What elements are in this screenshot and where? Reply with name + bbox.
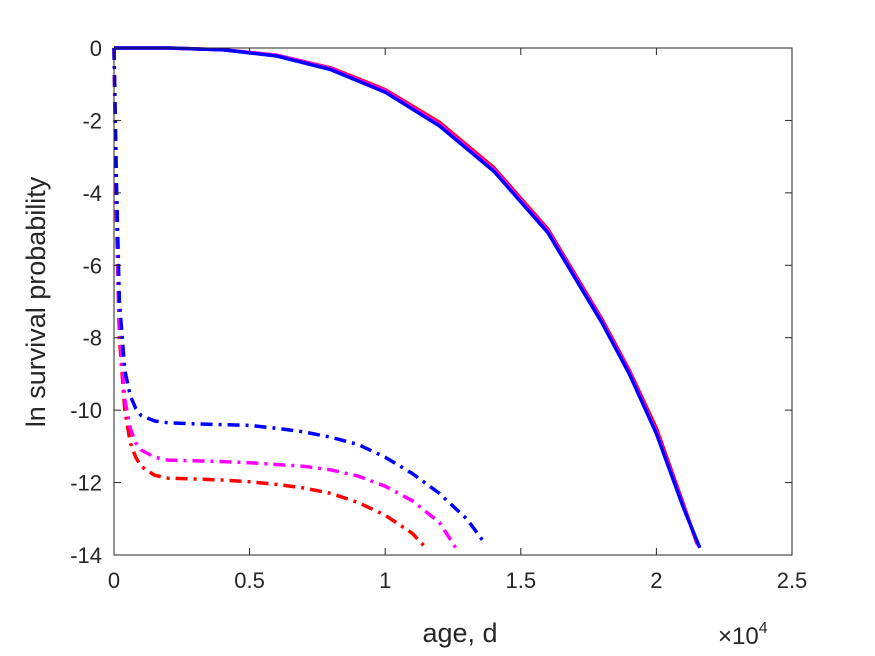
y-axis-label: ln survival probability xyxy=(21,176,51,427)
x-axis-exponent: ×104 xyxy=(718,620,768,650)
x-tick-label: 0.5 xyxy=(234,568,265,593)
series-line-5 xyxy=(112,47,458,549)
y-tick-label: -14 xyxy=(70,543,102,568)
series-line-2 xyxy=(114,46,701,547)
series-line-1 xyxy=(114,46,699,545)
tick-labels-layer: 0 0.5 1 1.5 2 2.5 0 -2 -4 -6 -8 -10 -12 -14 xyxy=(70,36,807,593)
x-tick-label: 0 xyxy=(108,568,120,593)
y-tick-label: -12 xyxy=(70,471,102,496)
y-tick-label: -10 xyxy=(70,398,102,423)
y-tick-label: -4 xyxy=(82,181,102,206)
x-tick-label: 2.5 xyxy=(777,568,808,593)
series-line-4 xyxy=(112,47,428,549)
x-axis-exponent-base: ×10 xyxy=(718,623,759,650)
y-tick-label: 0 xyxy=(90,36,102,61)
ticks-layer xyxy=(113,47,793,556)
x-axis-label: age, d xyxy=(422,618,497,648)
plot-frame xyxy=(113,47,793,556)
y-tick-label: -8 xyxy=(82,326,102,351)
series-line-3 xyxy=(114,46,702,549)
x-tick-label: 1.5 xyxy=(506,568,537,593)
series-layer xyxy=(112,46,702,549)
x-axis-exponent-power: 4 xyxy=(759,620,768,637)
y-tick-label: -2 xyxy=(82,108,102,133)
x-tick-label: 2 xyxy=(650,568,662,593)
series-line-6 xyxy=(112,47,487,546)
y-tick-label: -6 xyxy=(82,253,102,278)
x-tick-label: 1 xyxy=(379,568,391,593)
